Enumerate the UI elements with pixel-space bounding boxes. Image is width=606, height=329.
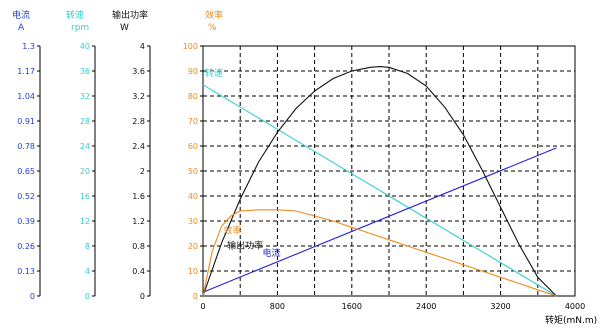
axis-tick-label: 20 xyxy=(188,242,198,251)
axis-tick-label: 0.8 xyxy=(132,242,145,251)
axis-tick-label: 10 xyxy=(188,267,198,276)
axis-tick-label: 4 xyxy=(85,267,90,276)
axis-tick-label: 0 xyxy=(30,292,35,301)
series-label-1: 电流 xyxy=(263,247,281,259)
axis-tick-label: 70 xyxy=(188,117,198,126)
series-line-0 xyxy=(202,84,557,297)
axis-tick-label: 24 xyxy=(80,142,90,151)
axis-tick-label: 1.2 xyxy=(132,217,145,226)
axis-tick-label: 100 xyxy=(183,42,198,51)
axis-tick-label: 28 xyxy=(80,117,90,126)
axis-tick-label: 1.3 xyxy=(22,42,35,51)
axis-tick-label: 0 xyxy=(193,292,198,301)
axis-tick-label: 60 xyxy=(188,142,198,151)
axis-unit-0: A xyxy=(18,23,25,33)
axis-title-2: 输出功率 xyxy=(112,9,148,21)
axis-tick-label: 0.39 xyxy=(17,217,35,226)
series-line-2 xyxy=(202,66,557,297)
axis-tick-label: 40 xyxy=(80,42,90,51)
axis-tick-label: 50 xyxy=(188,167,198,176)
axis-title-3: 效率 xyxy=(205,9,223,21)
axis-unit-1: rpm xyxy=(71,23,89,33)
axis-title-0: 电流 xyxy=(12,9,30,21)
series-label-0: 转速 xyxy=(205,67,223,79)
x-tick-label: 4000 xyxy=(565,302,585,311)
axis-tick-label: 0 xyxy=(140,292,145,301)
series-label-2: 输出功率 xyxy=(227,240,263,252)
axis-tick-label: 0.91 xyxy=(17,117,35,126)
axis-tick-label: 2.4 xyxy=(132,142,145,151)
axis-tick-label: 2 xyxy=(140,167,145,176)
axis-tick-label: 32 xyxy=(80,92,90,101)
series-line-3 xyxy=(202,209,557,297)
axis-tick-label: 0 xyxy=(85,292,90,301)
x-tick-label: 2400 xyxy=(416,302,436,311)
x-tick-label: 1600 xyxy=(342,302,362,311)
axis-tick-label: 8 xyxy=(85,242,90,251)
axis-unit-2: W xyxy=(120,23,129,33)
axis-tick-label: 16 xyxy=(80,192,90,201)
axis-tick-label: 3.2 xyxy=(132,92,145,101)
axis-title-1: 转速 xyxy=(66,9,84,21)
series-label-3: 效率 xyxy=(223,225,241,237)
axis-tick-label: 1.17 xyxy=(17,67,35,76)
axis-tick-label: 20 xyxy=(80,167,90,176)
axis-tick-label: 12 xyxy=(80,217,90,226)
axis-tick-label: 80 xyxy=(188,92,198,101)
axis-unit-3: % xyxy=(208,23,217,33)
x-tick-label: 800 xyxy=(270,302,285,311)
axis-tick-label: 36 xyxy=(80,67,90,76)
x-axis-label: 转矩(mN.m) xyxy=(545,314,597,326)
axis-tick-label: 1.04 xyxy=(17,92,35,101)
axis-tick-label: 3.6 xyxy=(132,67,145,76)
x-tick-label: 0 xyxy=(200,302,205,311)
axis-tick-label: 0.26 xyxy=(17,242,35,251)
axis-tick-label: 1.6 xyxy=(132,192,145,201)
x-tick-label: 3200 xyxy=(490,302,510,311)
axis-tick-label: 90 xyxy=(188,67,198,76)
axis-tick-label: 30 xyxy=(188,217,198,226)
axis-tick-label: 0.52 xyxy=(17,192,35,201)
axis-tick-label: 40 xyxy=(188,192,198,201)
series-line-1 xyxy=(202,147,557,293)
axis-tick-label: 0.4 xyxy=(132,267,145,276)
axis-tick-label: 0.13 xyxy=(17,267,35,276)
axis-tick-label: 0.65 xyxy=(17,167,35,176)
axis-tick-label: 4 xyxy=(140,42,145,51)
axis-tick-label: 2.8 xyxy=(132,117,145,126)
axis-tick-label: 0.78 xyxy=(17,142,35,151)
